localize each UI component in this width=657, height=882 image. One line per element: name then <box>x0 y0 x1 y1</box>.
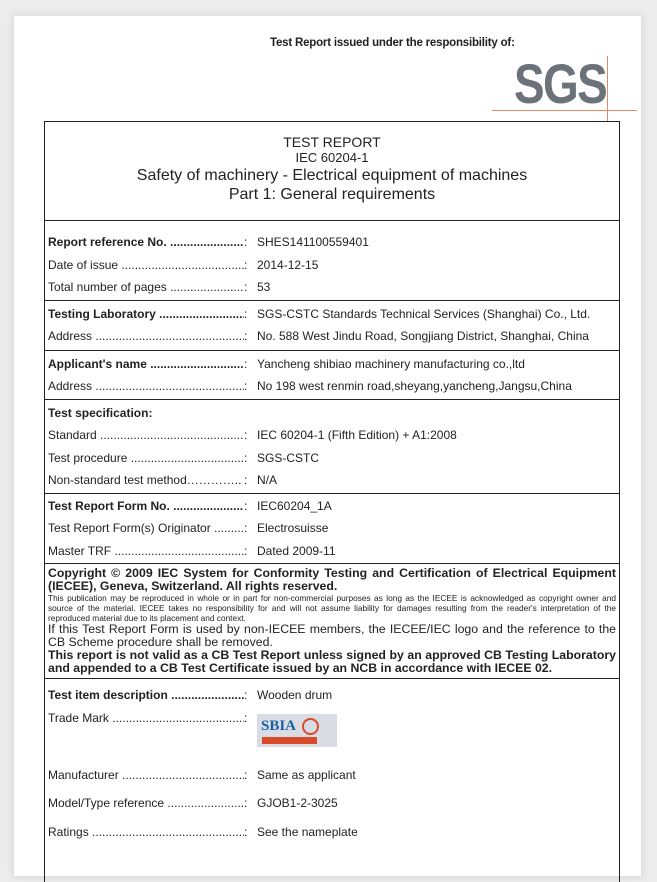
title-block: TEST REPORT IEC 60204-1 Safety of machin… <box>45 122 619 221</box>
field-label: Test Report Form(s) Originator ......... <box>48 521 244 536</box>
colon: : <box>244 235 248 250</box>
field-row: Address ................................… <box>48 375 616 398</box>
issued-by-text: Test Report issued under the responsibil… <box>270 37 515 49</box>
field-value: 53 <box>257 280 271 295</box>
field-row: Total number of pages ..................… <box>48 276 616 299</box>
manufacturer-value: Same as applicant <box>257 768 356 782</box>
field-value: SGS-CSTC Standards Technical Services (S… <box>257 306 591 321</box>
title-line: TEST REPORT <box>283 134 381 150</box>
field-row: Test specification: <box>48 402 616 425</box>
field-row: Applicant's name .......................… <box>48 353 616 376</box>
non-member-notice: If this Test Report Form is used by non-… <box>48 622 616 649</box>
field-label: Address ................................… <box>48 379 244 394</box>
field-row: Master TRF .............................… <box>48 540 616 563</box>
field-value: SHES141100559401 <box>257 235 369 250</box>
colon: : <box>244 450 248 465</box>
colon: : <box>244 825 248 839</box>
field-value: Yancheng shibiao machinery manufacturing… <box>257 356 525 371</box>
part-title: Part 1: General requirements <box>228 186 436 203</box>
model-value: GJOB1-2-3025 <box>257 796 338 810</box>
standard-title: IEC 60204-1 <box>295 150 369 165</box>
field-row: Non-standard test method…………..: N/A <box>48 469 616 492</box>
colon: : <box>244 521 248 536</box>
field-label: Total number of pages ..................… <box>48 280 244 295</box>
field-value: No 198 west renmin road,sheyang,yancheng… <box>257 379 572 394</box>
copyright-heading: Copyright © 2009 IEC System for Conformi… <box>48 566 616 593</box>
colon: : <box>244 280 248 295</box>
info-section: Applicant's name .......................… <box>45 351 619 400</box>
field-row: Standard ...............................… <box>48 424 616 447</box>
field-label: Non-standard test method………….. <box>48 473 242 488</box>
field-label: Standard ...............................… <box>48 428 244 443</box>
colon: : <box>244 688 248 702</box>
field-label: Test Report Form No. ...................… <box>48 498 244 513</box>
field-label: Test specification: <box>48 405 153 420</box>
colon: : <box>244 379 248 394</box>
field-label: Date of issue ..........................… <box>48 257 244 272</box>
field-label: Ratings ................................… <box>48 825 244 839</box>
field-value: No. 588 West Jindu Road, Songjiang Distr… <box>257 329 589 344</box>
field-label: Testing Laboratory .....................… <box>48 306 244 321</box>
colon: : <box>244 306 248 321</box>
trademark-logo: SBIA <box>257 714 337 747</box>
field-label: Applicant's name .......................… <box>48 356 244 371</box>
copyright-notice: This publication may be reproduced in wh… <box>48 593 616 623</box>
field-label: Test procedure .........................… <box>48 450 244 465</box>
field-row: Date of issue ..........................… <box>48 254 616 277</box>
field-row: Test Report Form(s) Originator .........… <box>48 517 616 540</box>
field-row: Test procedure .........................… <box>48 447 616 470</box>
field-value: 2014-12-15 <box>257 257 319 272</box>
colon: : <box>244 428 248 443</box>
subject-title: Safety of machinery - Electrical equipme… <box>136 167 528 184</box>
field-label: Trade Mark .............................… <box>48 711 244 725</box>
colon: : <box>244 498 248 513</box>
info-section: Report reference No. ...................… <box>45 221 619 301</box>
colon: : <box>244 711 248 725</box>
sgs-logo: SGS <box>492 52 637 122</box>
test-item-value: Wooden drum <box>257 688 333 702</box>
field-row: Address ................................… <box>48 325 616 348</box>
colon: : <box>244 257 248 272</box>
colon: : <box>244 329 248 344</box>
field-label: Master TRF .............................… <box>48 543 244 558</box>
colon: : <box>244 356 248 371</box>
field-row: Testing Laboratory .....................… <box>48 303 616 326</box>
field-value: N/A <box>257 473 278 488</box>
colon: : <box>244 796 248 810</box>
colon: : <box>244 768 248 782</box>
field-row: Test Report Form No. ...................… <box>48 495 616 518</box>
field-label: Model/Type reference ...................… <box>48 796 244 810</box>
field-label: Manufacturer ...........................… <box>48 768 244 782</box>
field-value: IEC60204_1A <box>257 498 332 513</box>
test-item-section: Test item description ..................… <box>45 679 619 847</box>
colon: : <box>244 543 248 558</box>
validity-notice: This report is not valid as a CB Test Re… <box>48 648 616 675</box>
field-label: Report reference No. ...................… <box>48 235 244 250</box>
field-row: Report reference No. ...................… <box>48 231 616 254</box>
field-value: Dated 2009-11 <box>257 543 336 558</box>
report-table: TEST REPORT IEC 60204-1 Safety of machin… <box>44 121 620 882</box>
field-value: Electrosuisse <box>257 521 329 536</box>
ratings-value: See the nameplate <box>257 825 358 839</box>
field-label: Test item description ..................… <box>48 688 244 702</box>
info-section: Test Report Form No. ...................… <box>45 494 619 564</box>
field-label: Address ................................… <box>48 329 244 344</box>
copyright-block: Copyright © 2009 IEC System for Conformi… <box>45 564 619 679</box>
field-value: SGS-CSTC <box>257 450 320 465</box>
info-section: Test specification: Standard ............… <box>45 400 619 494</box>
info-section: Testing Laboratory .....................… <box>45 301 619 351</box>
field-value: IEC 60204-1 (Fifth Edition) + A1:2008 <box>257 428 457 443</box>
colon: : <box>244 473 248 488</box>
